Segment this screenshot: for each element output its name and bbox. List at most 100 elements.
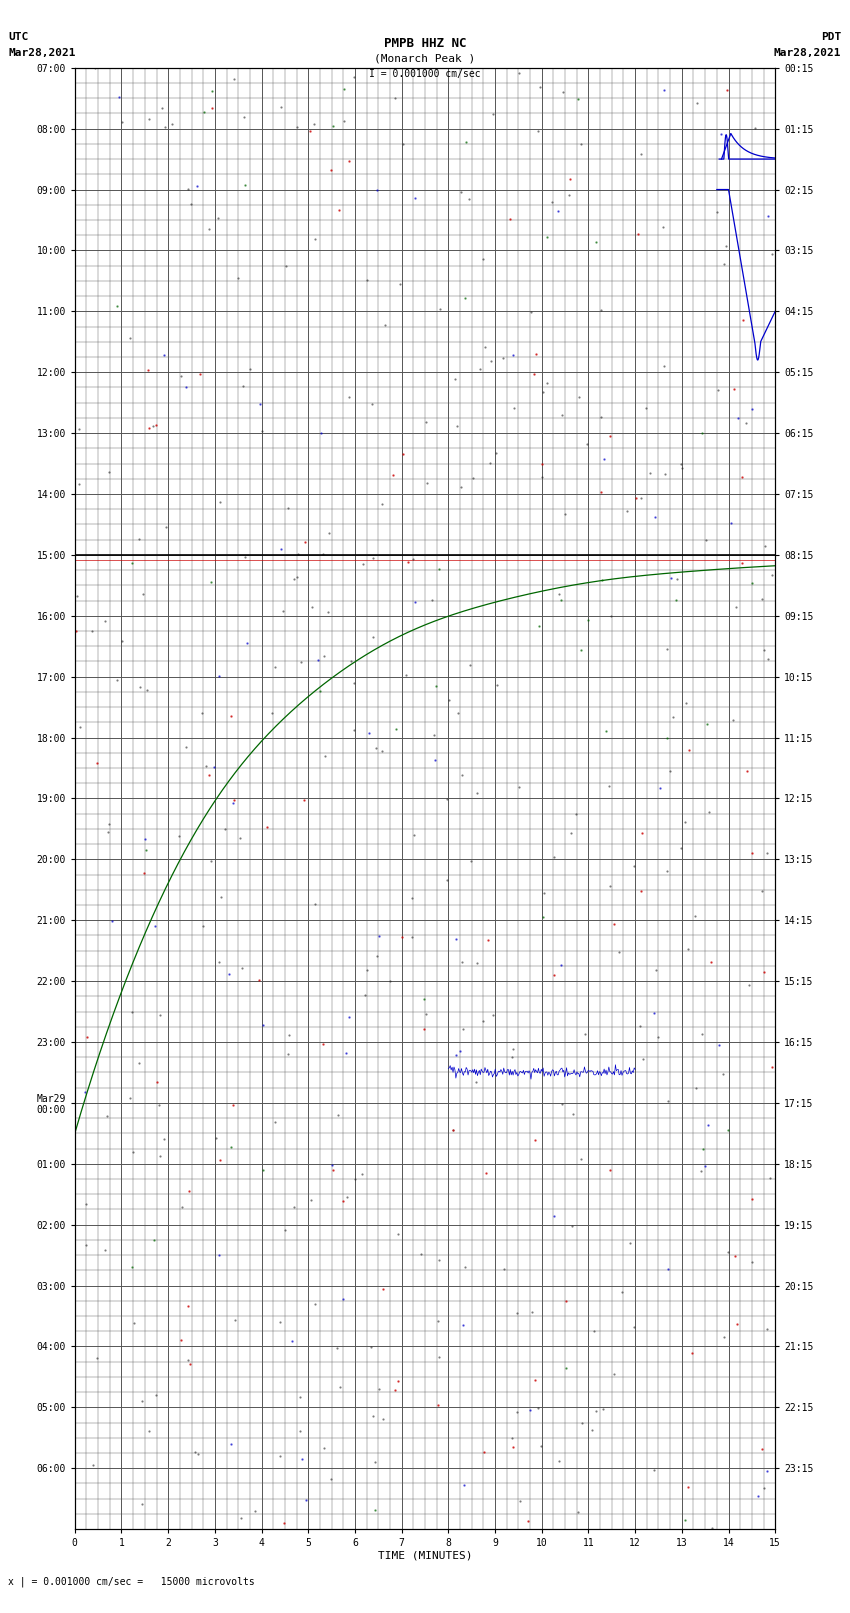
Point <box>521 1508 535 1534</box>
Point <box>566 1100 580 1126</box>
Point <box>587 1318 601 1344</box>
Point <box>653 776 666 802</box>
Point <box>297 787 310 813</box>
Point <box>446 1118 460 1144</box>
Point <box>375 737 388 763</box>
Point <box>670 587 683 613</box>
Point <box>218 816 231 842</box>
Point <box>706 1515 719 1540</box>
Point <box>456 1016 470 1042</box>
Point <box>711 377 725 403</box>
Point <box>191 1440 205 1466</box>
Point <box>377 1276 390 1302</box>
Point <box>479 1160 493 1186</box>
Point <box>255 418 269 444</box>
Point <box>688 903 702 929</box>
Point <box>525 1300 539 1326</box>
Point <box>716 1061 729 1087</box>
Point <box>552 198 565 224</box>
Point <box>476 247 490 273</box>
Point <box>348 671 361 697</box>
Point <box>570 800 583 826</box>
Point <box>507 1434 520 1460</box>
Point <box>456 1311 470 1337</box>
Point <box>757 960 771 986</box>
Point <box>486 1002 500 1027</box>
Point <box>182 1347 196 1373</box>
Point <box>157 342 171 368</box>
Point <box>308 226 321 252</box>
Point <box>454 1037 468 1063</box>
Point <box>309 1290 322 1316</box>
Point <box>643 460 657 486</box>
Point <box>253 390 267 416</box>
Point <box>559 1289 573 1315</box>
Point <box>153 1144 167 1169</box>
Point <box>537 881 551 907</box>
Point <box>661 1255 675 1281</box>
Point <box>348 1166 361 1192</box>
Point <box>450 1042 463 1068</box>
Point <box>152 1092 166 1118</box>
Point <box>110 666 123 692</box>
Point <box>99 1237 112 1263</box>
Point <box>337 76 350 102</box>
Point <box>629 486 643 511</box>
Point <box>511 1300 524 1326</box>
Point <box>277 1510 291 1536</box>
Point <box>188 1439 201 1465</box>
Point <box>392 1221 405 1247</box>
Point <box>760 840 774 866</box>
Point <box>740 410 753 436</box>
Point <box>660 858 674 884</box>
Point <box>604 423 617 448</box>
Point <box>594 403 608 429</box>
Point <box>375 490 388 516</box>
Point <box>311 647 325 673</box>
Point <box>760 1316 774 1342</box>
Point <box>507 1036 520 1061</box>
Point <box>274 1310 287 1336</box>
Point <box>228 787 241 813</box>
Point <box>343 384 356 410</box>
Point <box>148 913 162 939</box>
Point <box>665 565 678 590</box>
Point <box>649 958 662 984</box>
Point <box>740 758 754 784</box>
Point <box>137 860 150 886</box>
Point <box>727 706 740 732</box>
Point <box>745 840 759 866</box>
Point <box>547 844 561 869</box>
Point <box>408 589 422 615</box>
Point <box>401 550 415 576</box>
Point <box>429 673 443 698</box>
Point <box>666 703 680 729</box>
Point <box>224 703 238 729</box>
Point <box>87 1452 100 1478</box>
Point <box>99 608 112 634</box>
Point <box>440 868 454 894</box>
Point <box>677 1508 691 1534</box>
Point <box>694 1158 707 1184</box>
Point <box>634 140 648 166</box>
Point <box>158 115 172 140</box>
Point <box>337 1286 350 1311</box>
Point <box>547 963 561 989</box>
Point <box>286 1327 299 1353</box>
Point <box>748 115 762 140</box>
Point <box>574 637 587 663</box>
Point <box>489 440 502 466</box>
Point <box>79 1232 93 1258</box>
Point <box>524 300 537 326</box>
Point <box>562 182 575 208</box>
Point <box>634 879 648 905</box>
Point <box>464 848 478 874</box>
Point <box>155 95 168 121</box>
Text: x | = 0.001000 cm/sec =   15000 microvolts: x | = 0.001000 cm/sec = 15000 microvolts <box>8 1576 255 1587</box>
Point <box>633 1013 647 1039</box>
Point <box>236 374 250 400</box>
Point <box>552 582 566 608</box>
Point <box>304 1187 318 1213</box>
Point <box>228 1308 241 1334</box>
Point <box>256 1158 269 1184</box>
